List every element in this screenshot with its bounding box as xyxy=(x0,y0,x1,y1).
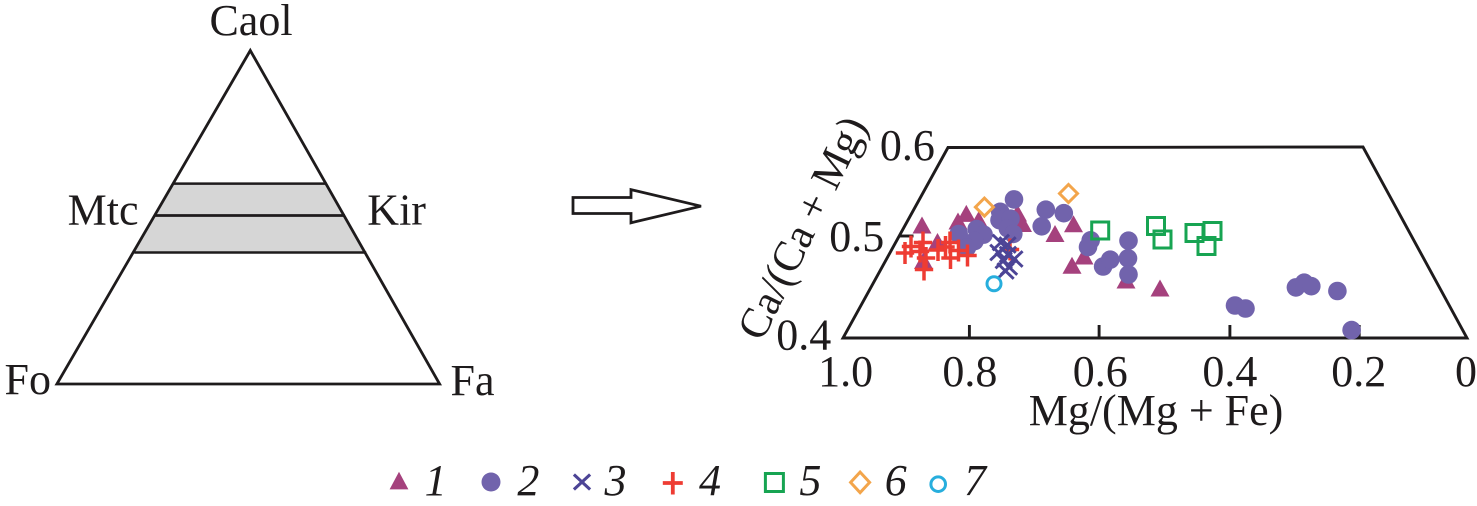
svg-text:0.4: 0.4 xyxy=(776,311,831,360)
svg-text:3: 3 xyxy=(604,456,627,505)
svg-text:5: 5 xyxy=(799,456,821,505)
svg-text:7: 7 xyxy=(964,456,988,505)
svg-text:4: 4 xyxy=(699,456,721,505)
svg-text:0.6: 0.6 xyxy=(1073,347,1128,396)
svg-text:0.8: 0.8 xyxy=(942,347,997,396)
svg-text:0.2: 0.2 xyxy=(1331,347,1386,396)
svg-text:1: 1 xyxy=(425,456,447,505)
svg-text:0.5: 0.5 xyxy=(829,212,884,261)
svg-text:Fo: Fo xyxy=(5,355,51,404)
svg-text:2: 2 xyxy=(517,456,539,505)
svg-text:1.0: 1.0 xyxy=(818,347,873,396)
svg-text:Mg/(Mg + Fe): Mg/(Mg + Fe) xyxy=(1029,386,1284,435)
svg-text:Kir: Kir xyxy=(367,185,426,234)
svg-text:0.6: 0.6 xyxy=(880,121,935,170)
svg-text:6: 6 xyxy=(885,456,907,505)
svg-text:Mtc: Mtc xyxy=(68,185,139,234)
svg-text:0.4: 0.4 xyxy=(1202,347,1257,396)
svg-text:0: 0 xyxy=(1455,347,1477,396)
svg-text:Caol: Caol xyxy=(209,0,292,45)
svg-text:Fa: Fa xyxy=(451,356,495,405)
